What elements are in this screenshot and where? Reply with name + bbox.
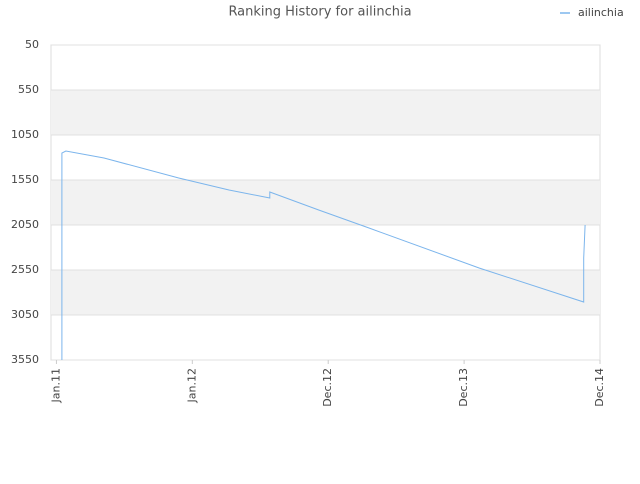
y-tick-label: 3050 — [11, 308, 39, 321]
y-tick-label: 2550 — [11, 263, 39, 276]
grid-band — [51, 270, 600, 315]
y-tick-label: 550 — [18, 83, 39, 96]
grid-band — [51, 180, 600, 225]
y-tick-label: 1550 — [11, 173, 39, 186]
x-tick-label: Dec.14 — [593, 368, 606, 407]
data-line — [61, 150, 586, 360]
x-tick-label: Jan.11 — [49, 368, 62, 403]
y-tick-label: 1050 — [11, 128, 39, 141]
x-tick-label: Dec.13 — [457, 368, 470, 407]
legend-label: ailinchia — [578, 6, 624, 19]
grid-band — [51, 90, 600, 135]
y-tick-label: 3550 — [11, 353, 39, 366]
x-tick-label: Jan.12 — [185, 368, 198, 403]
y-tick-label: 2050 — [11, 218, 39, 231]
chart-title: Ranking History for ailinchia — [228, 5, 411, 20]
x-tick-label: Dec.12 — [321, 368, 334, 407]
y-tick-label: 50 — [25, 38, 39, 51]
